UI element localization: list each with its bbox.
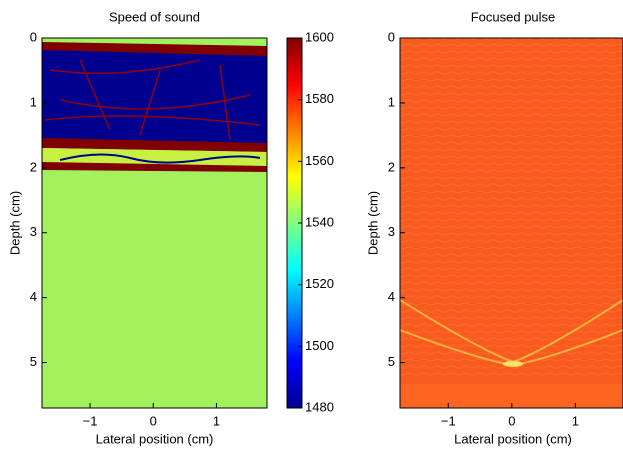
x-tick-label: 0 — [508, 413, 515, 428]
x-tick-label: 0 — [150, 413, 157, 428]
x-tick-label: 1 — [572, 413, 579, 428]
colorbar-tick-label: 1500 — [305, 338, 334, 353]
x-tick-label: −1 — [441, 413, 456, 428]
x-tick-label: −1 — [83, 413, 98, 428]
colorbar-tick-label: 1600 — [305, 29, 334, 44]
y-tick-label: 4 — [30, 289, 37, 304]
x-axis-label: Lateral position (cm) — [454, 431, 572, 446]
y-tick-label: 0 — [30, 29, 37, 44]
y-tick-label: 2 — [388, 159, 395, 174]
colorbar-tick-label: 1580 — [305, 91, 334, 106]
y-axis-label: Depth (cm) — [7, 191, 22, 255]
y-tick-label: 2 — [30, 159, 37, 174]
axes-frame — [41, 37, 268, 409]
y-tick-label: 1 — [30, 94, 37, 109]
pulse-image — [400, 38, 623, 408]
y-tick-label: 3 — [388, 224, 395, 239]
x-tick-label: 1 — [213, 413, 220, 428]
y-tick-label: 4 — [388, 289, 395, 304]
y-tick-label: 3 — [30, 224, 37, 239]
x-axis-label: Lateral position (cm) — [96, 431, 214, 446]
colorbar-tick-label: 1480 — [305, 399, 334, 414]
y-tick-label: 1 — [388, 94, 395, 109]
chart-title: Focused pulse — [471, 9, 556, 24]
y-tick-label: 5 — [30, 354, 37, 369]
colorbar-tick-label: 1520 — [305, 276, 334, 291]
colorbar-tick-label: 1540 — [305, 214, 334, 229]
sound-speed-image — [42, 38, 267, 408]
y-tick-label: 5 — [388, 354, 395, 369]
chart-title: Speed of sound — [109, 9, 200, 24]
y-tick-label: 0 — [388, 29, 395, 44]
colorbar-tick-label: 1560 — [305, 153, 334, 168]
y-axis-label: Depth (cm) — [365, 191, 380, 255]
